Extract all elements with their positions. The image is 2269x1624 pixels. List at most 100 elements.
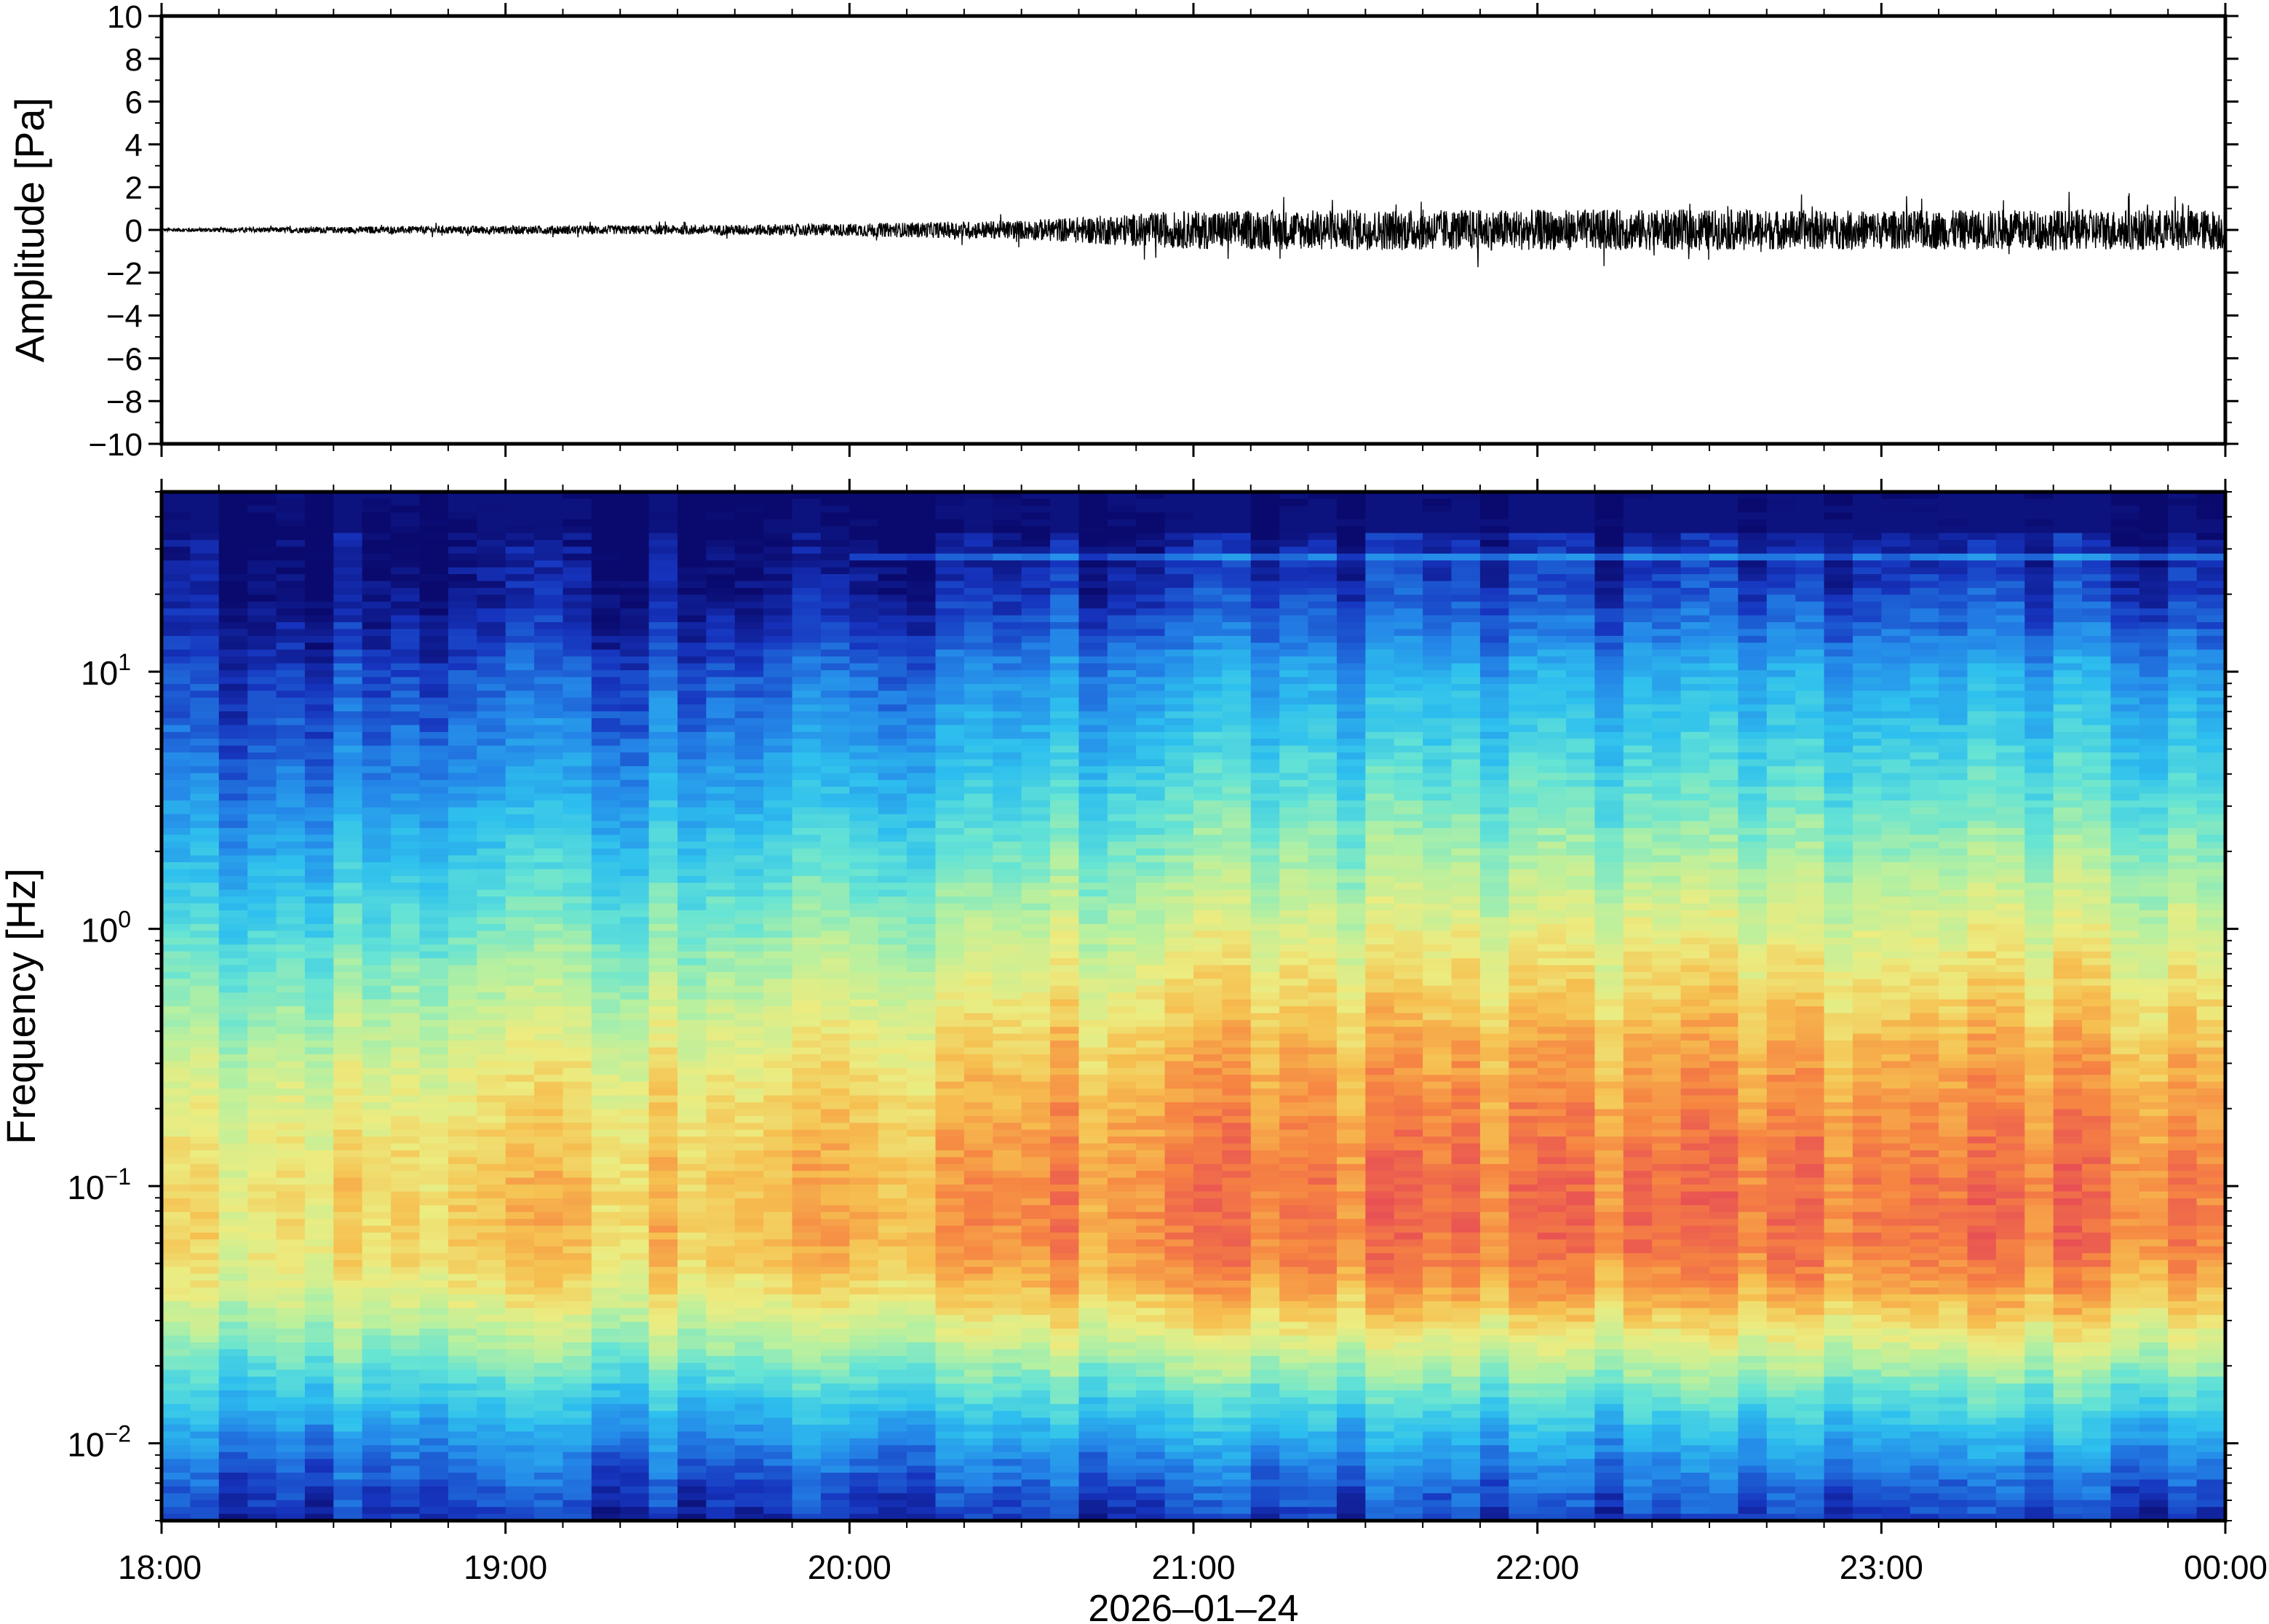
spectrogram-cell: [448, 910, 478, 918]
spectrogram-cell: [247, 1377, 277, 1385]
spectrogram-cell: [591, 1109, 621, 1117]
spectrogram-cell: [935, 629, 965, 637]
spectrogram-cell: [448, 642, 478, 650]
spectrogram-cell: [1050, 958, 1080, 966]
spectrogram-cell: [276, 793, 306, 802]
spectrogram-cell: [648, 1259, 678, 1268]
spectrogram-cell: [391, 1211, 421, 1220]
spectrogram-cell: [706, 889, 736, 898]
spectrogram-cell: [448, 1363, 478, 1371]
spectrogram-cell: [534, 1163, 564, 1172]
spectrogram-cell: [677, 539, 707, 548]
spectrogram-cell: [276, 1294, 306, 1302]
spectrogram-cell: [534, 553, 564, 562]
spectrogram-cell: [706, 827, 736, 836]
spectrogram-cell: [1078, 683, 1108, 692]
spectrogram-cell: [448, 560, 478, 568]
spectrogram-cell: [763, 608, 793, 616]
spectrogram-cell: [534, 670, 564, 678]
spectrogram-cell: [276, 1363, 306, 1371]
spectrogram-cell: [505, 841, 535, 850]
spectrogram-cell: [162, 1329, 191, 1337]
spectrogram-cell: [1021, 896, 1051, 904]
spectrogram-cell: [907, 985, 937, 994]
spectrogram-cell: [563, 827, 592, 836]
spectrogram-cell: [993, 869, 1022, 877]
spectrogram-cell: [820, 917, 851, 925]
spectrogram-cell: [792, 1377, 822, 1385]
spectrogram-cell: [792, 883, 822, 891]
spectrogram-cell: [1050, 1500, 1080, 1508]
spectrogram-cell: [563, 731, 592, 740]
spectrogram-cell: [534, 533, 564, 541]
spectrogram-cell: [1050, 800, 1080, 808]
spectrogram-cell: [534, 965, 564, 973]
spectrogram-cell: [849, 498, 879, 506]
spectrogram-cell: [734, 1191, 765, 1199]
spectrogram-cell: [563, 656, 592, 664]
spectrogram-cell: [963, 855, 994, 863]
spectrogram-cell: [907, 1486, 937, 1494]
spectrogram-cell: [935, 1137, 965, 1145]
spectrogram-cell: [218, 1067, 249, 1076]
spectrogram-cell: [218, 1500, 249, 1508]
spectrogram-cell: [419, 875, 449, 884]
spectrogram-cell: [849, 1315, 879, 1323]
spectrogram-cell: [1050, 1233, 1080, 1241]
spectrogram-cell: [247, 601, 277, 610]
spectrogram-cell: [963, 1115, 994, 1124]
spectrogram-cell: [935, 759, 965, 767]
spectrogram-cell: [792, 889, 822, 898]
spectrogram-cell: [304, 869, 335, 877]
spectrogram-cell: [477, 1219, 506, 1227]
spectrogram-cell: [276, 1307, 306, 1316]
spectrogram-cell: [333, 1225, 363, 1233]
spectrogram-cell: [448, 1479, 478, 1487]
spectrogram-cell: [677, 979, 707, 987]
spectrogram-cell: [963, 992, 994, 1000]
spectrogram-cell: [505, 759, 535, 767]
spectrogram-cell: [878, 896, 908, 904]
spectrogram-cell: [648, 1452, 678, 1460]
spectrogram-cell: [276, 889, 306, 898]
spectrogram-cell: [362, 1211, 392, 1220]
spectrogram-cell: [391, 519, 421, 528]
spectrogram-cell: [505, 1095, 535, 1103]
spectrogram-cell: [162, 1246, 191, 1254]
spectrogram-cell: [706, 1259, 736, 1268]
spectrogram-cell: [162, 1054, 191, 1062]
spectrogram-cell: [907, 1417, 937, 1425]
spectrogram-cell: [763, 546, 793, 554]
spectrogram-cell: [1050, 821, 1080, 829]
spectrogram-cell: [677, 553, 707, 562]
spectrogram-cell: [706, 766, 736, 774]
spectrogram-column: [907, 492, 937, 1521]
spectrogram-cell: [1021, 718, 1051, 726]
spectrogram-cell: [591, 1177, 621, 1185]
spectrogram-cell: [792, 1335, 822, 1343]
spectrogram-cell: [391, 937, 421, 946]
spectrogram-cell: [247, 704, 277, 712]
spectrogram-cell: [534, 1335, 564, 1343]
spectrogram-cell: [362, 773, 392, 781]
spectrogram-cell: [878, 1431, 908, 1439]
spectrogram-cell: [907, 1438, 937, 1446]
spectrogram-cell: [734, 1473, 765, 1481]
spectrogram-cell: [477, 1205, 506, 1213]
spectrogram-cell: [993, 923, 1022, 932]
spectrogram-cell: [391, 1163, 421, 1172]
spectrogram-cell: [391, 492, 421, 500]
spectrogram-cell: [391, 971, 421, 980]
spectrogram-cell: [706, 1273, 736, 1281]
spectrogram-cell: [591, 1143, 621, 1151]
spectrogram-cell: [963, 1259, 994, 1268]
spectrogram-cell: [935, 1267, 965, 1275]
spectrogram-cell: [333, 1061, 363, 1069]
spectrogram-cell: [734, 793, 765, 802]
spectrogram-cell: [218, 690, 249, 698]
spectrogram-cell: [907, 546, 937, 554]
spectrogram-cell: [763, 1253, 793, 1261]
spectrogram-cell: [763, 787, 793, 795]
spectrogram-cell: [477, 1006, 506, 1014]
spectrogram-cell: [190, 855, 220, 863]
